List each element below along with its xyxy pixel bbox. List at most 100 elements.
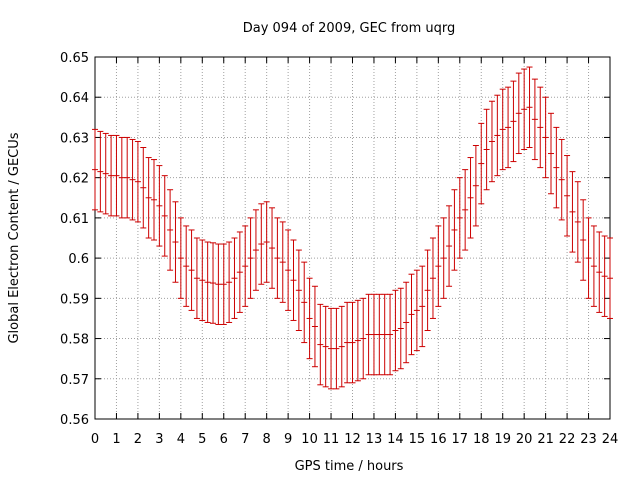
- error-bar-point: [134, 140, 141, 223]
- error-bar-point: [177, 217, 184, 299]
- error-bar-point: [183, 225, 190, 307]
- error-bar-point: [462, 169, 469, 251]
- error-bar-point: [161, 175, 168, 257]
- error-bar-point: [537, 86, 544, 169]
- x-tick-label: 1: [112, 432, 120, 447]
- error-bar-point: [494, 94, 501, 177]
- x-tick-label: 23: [580, 432, 597, 447]
- error-bar-point: [446, 205, 453, 287]
- error-bar-point: [387, 293, 394, 376]
- error-bar-point: [542, 96, 549, 179]
- error-bar-point: [124, 136, 131, 219]
- error-bar-point: [505, 86, 512, 169]
- error-bar-point: [585, 217, 592, 299]
- error-bar-point: [247, 217, 254, 299]
- error-bar-point: [92, 128, 98, 211]
- x-tick-label: 24: [602, 432, 619, 447]
- error-bar-point: [311, 285, 318, 368]
- error-bar-point: [499, 88, 506, 171]
- x-tick-label: 3: [155, 432, 163, 447]
- x-tick-label: 17: [452, 432, 469, 447]
- x-tick-label: 13: [366, 432, 383, 447]
- error-bar-point: [558, 138, 565, 221]
- error-bar-point: [258, 203, 265, 285]
- error-bar-point: [419, 265, 426, 348]
- error-bar-point: [376, 293, 383, 376]
- x-tick-label: 22: [559, 432, 576, 447]
- error-bar-point: [526, 66, 533, 148]
- x-tick-label: 15: [409, 432, 426, 447]
- error-bar-point: [580, 199, 587, 281]
- error-bar-point: [392, 289, 399, 372]
- y-tick-label: 0.59: [60, 292, 89, 307]
- x-tick-label: 6: [220, 432, 228, 447]
- x-axis-label: GPS time / hours: [295, 459, 404, 474]
- y-tick-label: 0.56: [60, 413, 89, 428]
- error-bar-point: [360, 297, 367, 380]
- y-axis-label: Global Electron Content / GECUs: [7, 132, 22, 343]
- error-bar-point: [242, 225, 249, 307]
- error-bar-point: [569, 171, 576, 253]
- x-tick-label: 11: [323, 432, 340, 447]
- x-tick-label: 14: [387, 432, 404, 447]
- y-tick-label: 0.63: [60, 131, 89, 146]
- error-bar-point: [215, 243, 222, 325]
- error-bar-point: [102, 132, 109, 215]
- error-bar-point: [156, 165, 163, 247]
- error-bar-point: [435, 225, 442, 307]
- error-bar-point: [226, 241, 233, 323]
- error-bar-point: [199, 239, 206, 321]
- error-bar-point: [365, 293, 372, 376]
- y-tick-label: 0.6: [68, 252, 89, 267]
- x-tick-labels: 0 1 2 3 4 5 6 7 8 9 10 11 12 13 14 15 16 17 18 19 20 21 22 23 24: [91, 432, 618, 447]
- error-bar-point: [488, 100, 495, 183]
- error-bar-point: [193, 237, 200, 319]
- error-bar-point: [553, 126, 560, 209]
- error-bar-point: [344, 301, 351, 384]
- error-bar-point: [467, 157, 474, 239]
- error-bar-point: [145, 157, 152, 239]
- x-tick-label: 5: [198, 432, 206, 447]
- x-tick-label: 19: [494, 432, 511, 447]
- error-bar-point: [140, 147, 147, 229]
- error-bar-point: [263, 201, 270, 283]
- y-tick-label: 0.64: [60, 91, 89, 106]
- error-bar-point: [424, 249, 431, 332]
- x-tick-label: 12: [344, 432, 361, 447]
- error-bar-point: [413, 269, 420, 352]
- error-bar-point: [274, 217, 281, 299]
- error-bar-point: [381, 293, 388, 376]
- error-bar-point: [451, 189, 458, 271]
- error-bar-point: [317, 303, 324, 386]
- y-tick-labels: 0.56 0.57 0.58 0.59 0.6 0.61 0.62 0.63 0.64 0.65: [60, 51, 89, 428]
- error-bar-point: [129, 138, 136, 221]
- error-bar-point: [483, 108, 490, 191]
- error-bar-point: [403, 281, 410, 364]
- error-bar-point: [370, 293, 377, 376]
- x-tick-label: 4: [177, 432, 185, 447]
- error-bar-point: [301, 261, 308, 344]
- error-bar-point: [596, 231, 603, 313]
- error-bar-point: [295, 249, 302, 332]
- error-bar-point: [521, 68, 528, 151]
- error-bar-point: [231, 237, 238, 319]
- x-tick-label: 7: [241, 432, 249, 447]
- error-bar-point: [590, 225, 597, 307]
- error-bar-point: [328, 307, 335, 390]
- error-bar-point: [322, 305, 329, 388]
- axis-ticks: [94, 56, 611, 420]
- y-tick-label: 0.57: [60, 373, 89, 388]
- error-bar-point: [151, 159, 158, 241]
- error-bar-point: [456, 177, 463, 259]
- error-bar-point: [397, 287, 404, 370]
- error-bar-point: [338, 305, 345, 388]
- error-bar-point: [333, 307, 340, 390]
- error-bar-point: [531, 78, 538, 161]
- x-tick-label: 21: [537, 432, 554, 447]
- error-bar-point: [408, 273, 415, 356]
- error-bar-point: [167, 189, 174, 271]
- error-bar-point: [510, 80, 517, 163]
- x-tick-label: 10: [301, 432, 318, 447]
- error-bar-point: [472, 144, 479, 227]
- error-bar-point: [97, 130, 104, 213]
